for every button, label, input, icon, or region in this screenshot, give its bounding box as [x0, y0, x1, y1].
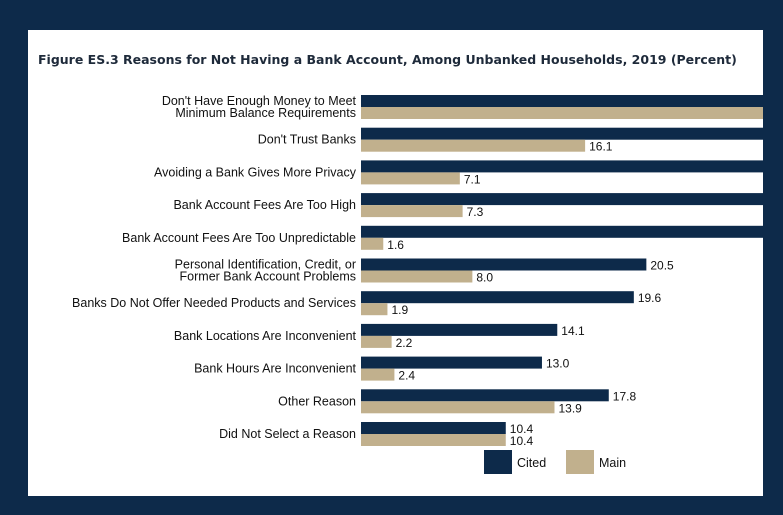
- data-label: 1.9: [391, 303, 408, 317]
- bar-main: [361, 237, 384, 250]
- category-label: Avoiding a Bank Gives More Privacy: [154, 165, 357, 179]
- bar-cited: [361, 291, 634, 304]
- bar-main: [361, 368, 395, 381]
- category-label: Don't Trust Banks: [258, 133, 356, 147]
- data-label: 19.6: [638, 291, 662, 305]
- bar-cited: [361, 95, 763, 107]
- data-label: 17.8: [613, 389, 637, 403]
- bar-cited: [361, 258, 647, 271]
- bar-main: [361, 172, 460, 185]
- data-label: 2.4: [398, 369, 415, 383]
- bar-cited: [361, 389, 609, 402]
- category-label: Minimum Balance Requirements: [175, 106, 356, 120]
- category-label: Personal Identification, Credit, or: [175, 258, 356, 272]
- bar-cited: [361, 323, 558, 336]
- bar-cited: [361, 356, 542, 369]
- category-label: Other Reason: [278, 394, 356, 408]
- data-label: 7.1: [464, 172, 481, 186]
- category-label: Bank Hours Are Inconvenient: [194, 362, 356, 376]
- data-label: 16.1: [589, 140, 613, 154]
- category-label: Former Bank Account Problems: [180, 270, 356, 284]
- data-label: 7.3: [467, 205, 484, 219]
- legend-swatch-main: [566, 450, 594, 474]
- category-label: Did Not Select a Reason: [219, 427, 356, 441]
- category-label: Bank Account Fees Are Too High: [173, 198, 356, 212]
- bar-main: [361, 335, 392, 348]
- category-label: Banks Do Not Offer Needed Products and S…: [72, 296, 356, 310]
- data-label: 1.6: [387, 238, 404, 252]
- data-label: 13.0: [546, 357, 570, 371]
- bar-main: [361, 401, 555, 414]
- bar-cited: [361, 422, 506, 434]
- legend-label: Cited: [517, 456, 546, 470]
- bar-cited: [361, 160, 763, 173]
- data-label: 8.0: [476, 271, 493, 285]
- bar-cited: [361, 127, 763, 140]
- bar-main: [361, 205, 463, 218]
- legend-swatch-cited: [484, 450, 512, 474]
- chart-frame: Figure ES.3 Reasons for Not Having a Ban…: [28, 30, 763, 496]
- legend-label: Main: [599, 456, 626, 470]
- category-label: Don't Have Enough Money to Meet: [162, 94, 357, 108]
- data-label: 14.1: [561, 324, 585, 338]
- data-label: 20.5: [650, 259, 674, 273]
- data-label: 2.2: [396, 336, 413, 350]
- data-label: 10.4: [510, 434, 534, 448]
- bar-main: [361, 139, 586, 152]
- category-label: Bank Account Fees Are Too Unpredictable: [122, 231, 356, 245]
- bar-main: [361, 107, 763, 119]
- bar-cited: [361, 193, 763, 206]
- bar-main: [361, 434, 506, 446]
- data-label: 10.4: [510, 422, 534, 436]
- bar-main: [361, 303, 388, 316]
- data-label: 13.9: [558, 401, 582, 415]
- chart-title: Figure ES.3 Reasons for Not Having a Ban…: [38, 52, 737, 67]
- bar-main: [361, 270, 473, 283]
- category-label: Bank Locations Are Inconvenient: [174, 329, 357, 343]
- bar-cited: [361, 225, 763, 238]
